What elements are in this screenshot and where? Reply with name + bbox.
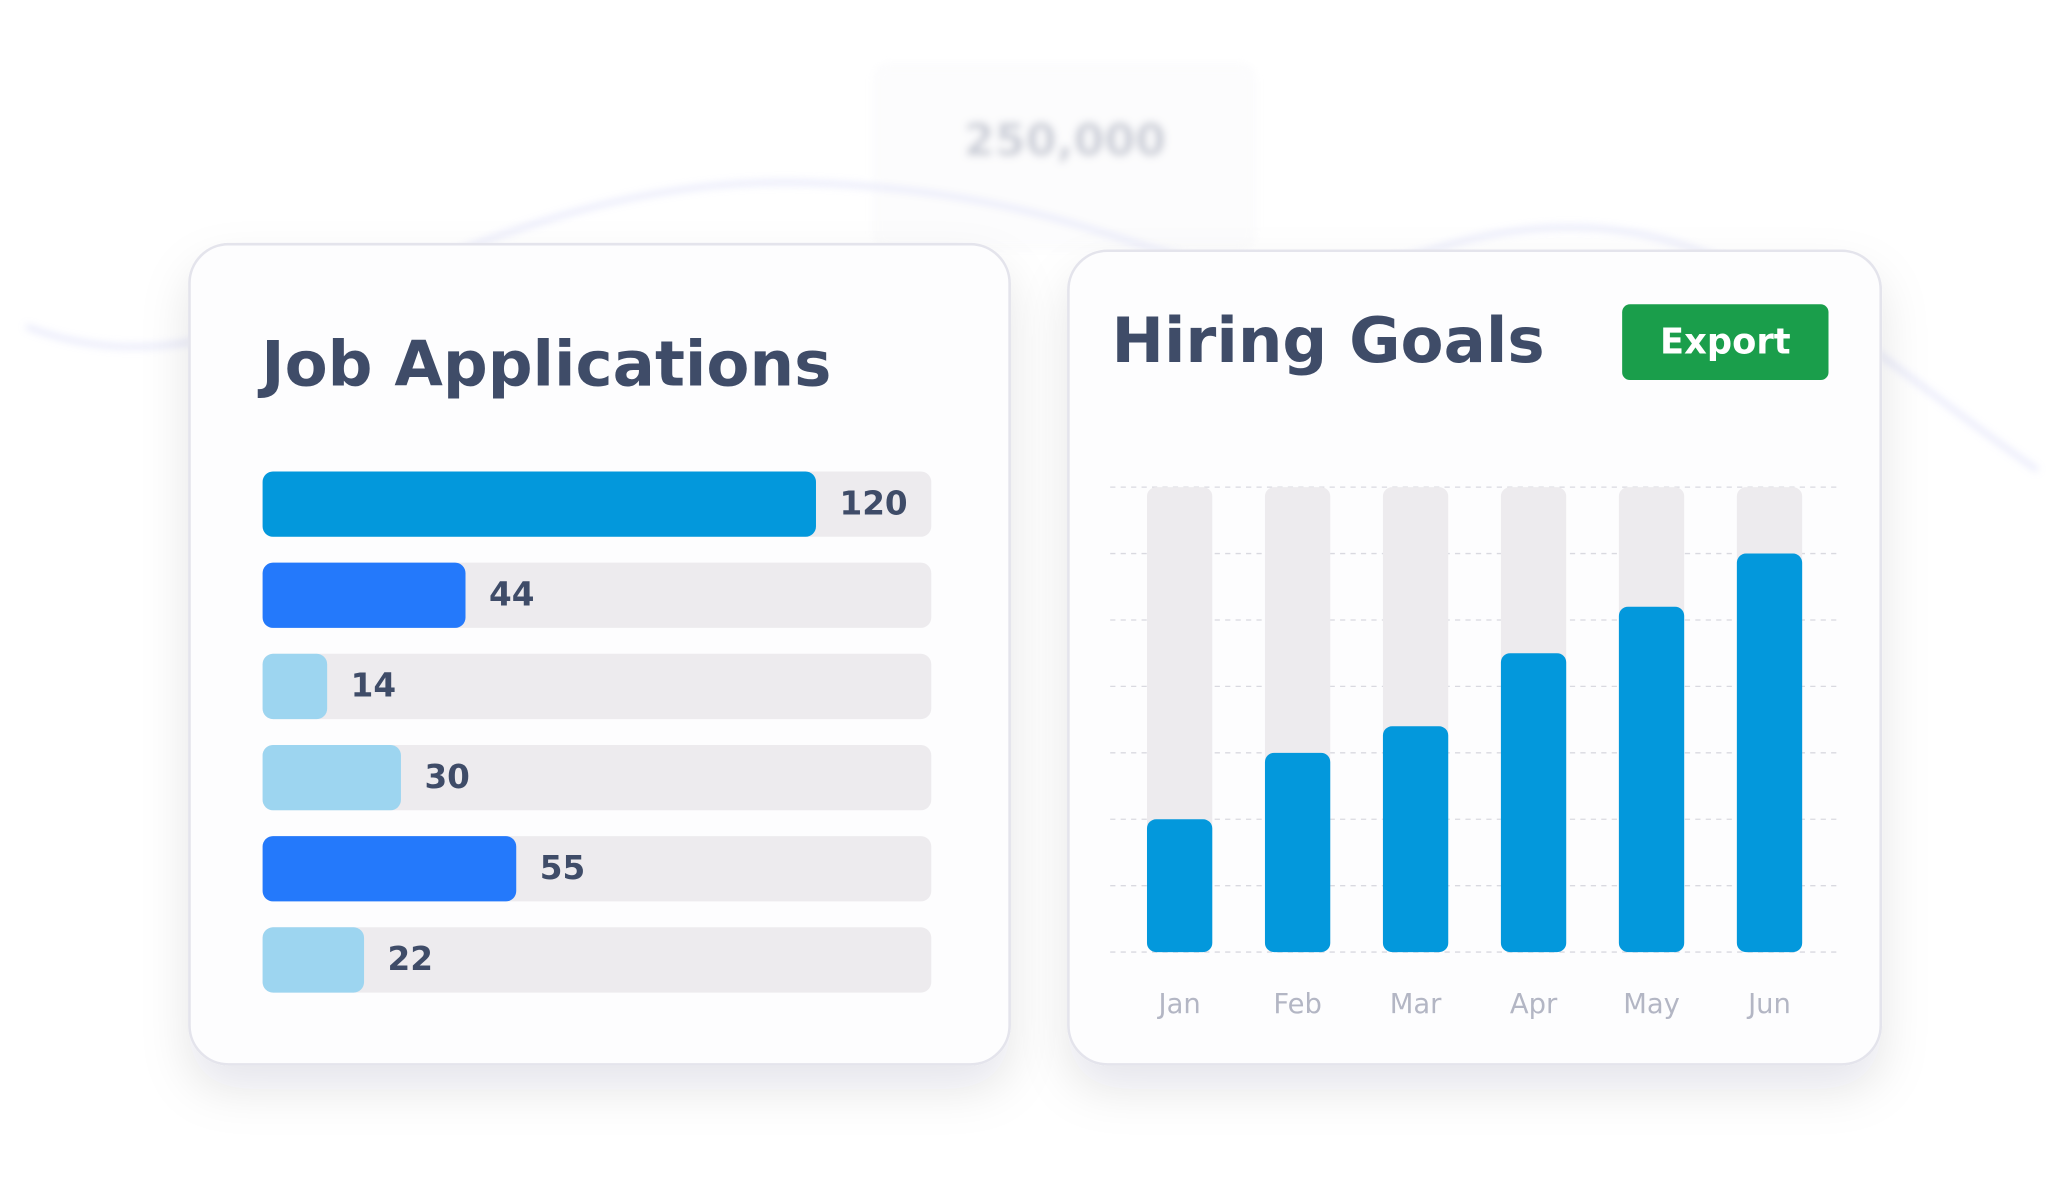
bar [1500,653,1567,953]
job-applications-card: Job Applications 120 44 14 30 55 22 [188,242,1011,1066]
bar-track [262,653,932,720]
bar [262,471,816,537]
bar-track [262,744,932,811]
bar [1264,752,1331,953]
bar [1736,553,1803,953]
value-label: 14 [351,667,396,705]
button-bg[interactable] [1622,304,1829,381]
bar [1382,726,1449,953]
value-label: 30 [424,758,469,796]
bar-track [262,927,932,993]
bg-card [874,64,1255,249]
bar [1146,819,1213,953]
hiring-goals-card: Hiring Goals Export Jan Feb Mar Apr May Jun [1067,249,1883,1066]
bar [1618,606,1685,953]
bar [262,927,365,993]
bar [262,744,401,811]
x-tick-label: Jan [1157,989,1201,1020]
x-tick-label: Mar [1390,989,1442,1020]
bg-figure: 250,000 [964,116,1166,167]
card-title: Job Applications [257,327,831,400]
x-tick-label: Feb [1273,989,1322,1020]
bar [262,562,466,628]
bar [262,653,328,720]
x-tick-label: Apr [1510,989,1558,1020]
card-title: Hiring Goals [1112,304,1545,377]
bar [262,836,517,902]
export-button[interactable]: Export [1622,304,1829,381]
button-label[interactable]: Export [1660,321,1791,362]
value-label: 44 [489,576,534,614]
x-tick-label: Jun [1746,989,1791,1020]
value-label: 55 [540,849,585,887]
value-label: 22 [388,940,433,978]
x-tick-label: May [1623,989,1680,1020]
value-label: 120 [839,484,907,522]
